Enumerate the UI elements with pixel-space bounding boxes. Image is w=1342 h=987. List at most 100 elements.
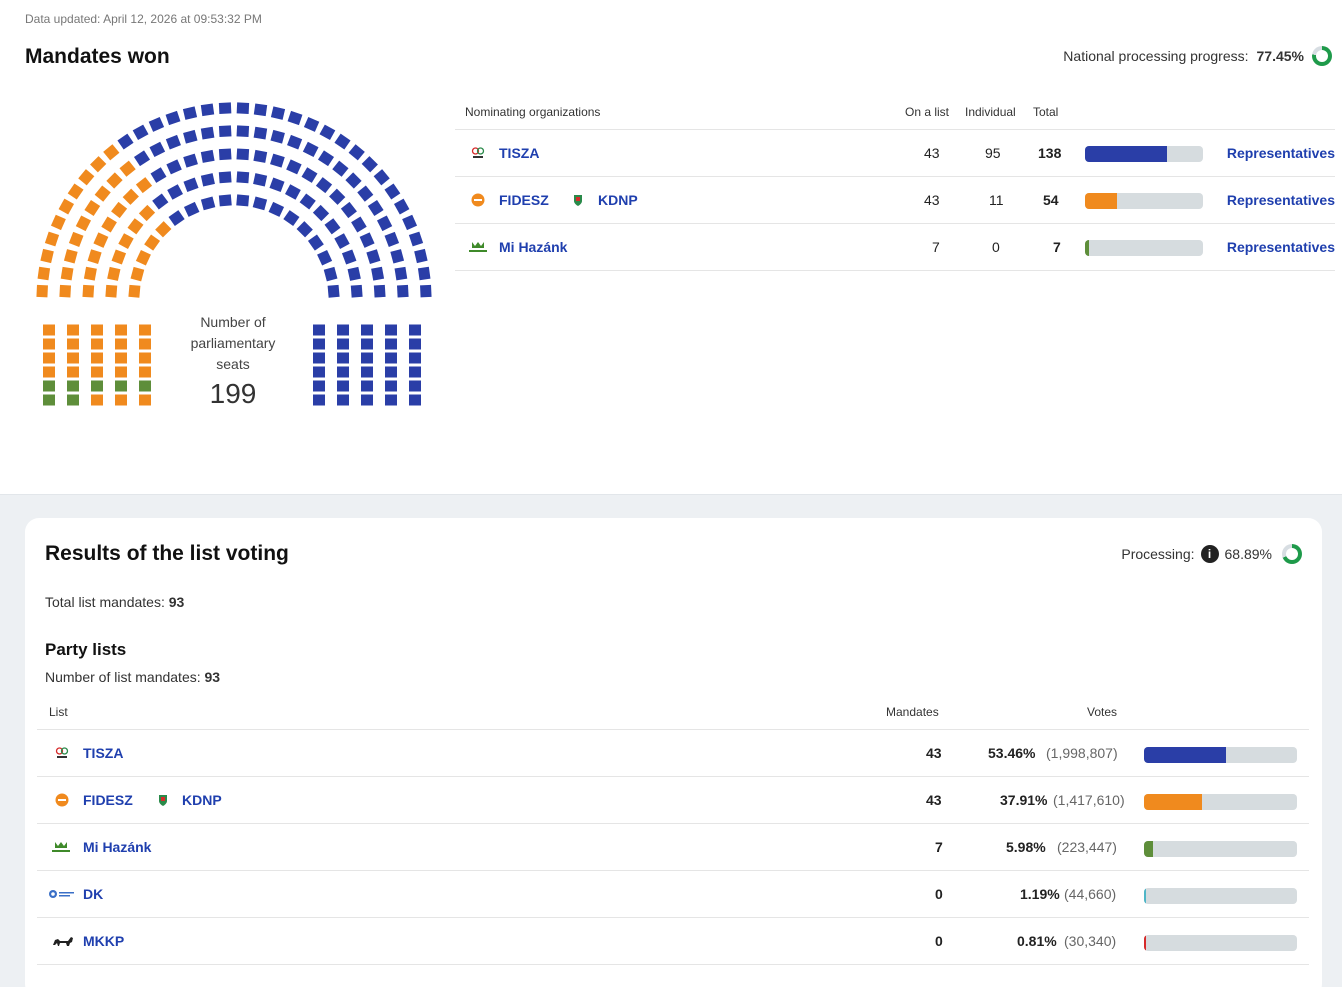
seat xyxy=(236,171,250,184)
mandates-row-tisza: TISZA 43 95 138 Representatives xyxy=(455,130,1335,177)
individual-value: 0 xyxy=(992,239,1000,255)
seat xyxy=(43,324,55,336)
vote-share-bar xyxy=(1144,888,1297,904)
seat xyxy=(166,159,182,175)
col-list: List xyxy=(49,705,68,719)
representatives-link[interactable]: Representatives xyxy=(1226,192,1335,208)
seat xyxy=(317,150,335,167)
seat xyxy=(115,380,127,392)
seat xyxy=(319,124,336,141)
seat xyxy=(315,177,333,194)
col-votes: Votes xyxy=(1087,705,1118,719)
seat xyxy=(150,167,167,183)
seat xyxy=(324,218,341,235)
party-link-mihazank[interactable]: Mi Hazánk xyxy=(83,839,152,855)
seat xyxy=(67,366,79,378)
seat xyxy=(334,133,351,150)
vote-pct: 1.19% xyxy=(1020,886,1060,902)
seat xyxy=(329,188,346,205)
seat xyxy=(270,106,286,120)
seat xyxy=(361,324,373,336)
party-link-fidesz[interactable]: FIDESZ xyxy=(499,192,549,208)
seat xyxy=(152,193,169,210)
share-bar xyxy=(1085,193,1203,209)
list-row-dk: DK 0 1.19% (44,660) xyxy=(37,871,1309,918)
seat xyxy=(37,266,51,281)
seat xyxy=(115,324,127,336)
seat xyxy=(313,338,325,350)
party-link-kdnp[interactable]: KDNP xyxy=(182,792,222,808)
seat xyxy=(236,194,250,207)
seat xyxy=(409,394,421,406)
seat xyxy=(82,284,95,298)
col-total: Total xyxy=(1033,105,1059,119)
party-link-tisza[interactable]: TISZA xyxy=(499,145,540,161)
vote-share-bar xyxy=(1144,747,1297,763)
col-org: Nominating organizations xyxy=(465,105,601,119)
seat xyxy=(68,231,84,247)
party-link-mkkp[interactable]: MKKP xyxy=(83,933,125,949)
representatives-link[interactable]: Representatives xyxy=(1226,145,1335,161)
seat xyxy=(60,266,74,281)
seat xyxy=(296,221,313,238)
party-lists-table: List Mandates Votes TISZA 43 53.46% (1,9… xyxy=(37,696,1309,965)
party-lists-title: Party lists xyxy=(45,640,127,659)
seat xyxy=(299,193,316,210)
vote-count: (30,340) xyxy=(1064,933,1117,949)
seat xyxy=(218,194,232,207)
seat xyxy=(323,266,338,282)
seat xyxy=(361,338,373,350)
seat xyxy=(385,394,397,406)
seat xyxy=(139,380,151,392)
seat xyxy=(127,218,144,235)
seat xyxy=(301,167,318,183)
seat xyxy=(43,352,55,364)
seat xyxy=(350,284,363,298)
party-link-tisza[interactable]: TISZA xyxy=(83,745,124,761)
vote-share-fill xyxy=(1144,935,1146,951)
seat xyxy=(218,148,232,161)
col-mandates: Mandates xyxy=(886,705,939,719)
representatives-link[interactable]: Representatives xyxy=(1226,239,1335,255)
seat xyxy=(93,232,109,248)
list-row-mkkp: MKKP 0 0.81% (30,340) xyxy=(37,918,1309,965)
seat xyxy=(200,196,216,211)
seat xyxy=(165,134,181,150)
seat xyxy=(253,126,268,140)
seat xyxy=(337,366,349,378)
seat xyxy=(106,172,123,189)
seat xyxy=(337,380,349,392)
seat xyxy=(367,199,384,217)
seat xyxy=(384,183,401,200)
seat xyxy=(414,248,428,264)
party-link-dk[interactable]: DK xyxy=(83,886,104,902)
mkkp-dog-logo-icon xyxy=(53,937,73,946)
seat xyxy=(307,234,324,251)
seat xyxy=(91,366,103,378)
vote-count: (1,417,610) xyxy=(1053,792,1125,808)
seat xyxy=(101,216,117,233)
party-link-kdnp[interactable]: KDNP xyxy=(598,192,638,208)
seat xyxy=(366,249,381,264)
seat xyxy=(361,380,373,392)
seat xyxy=(90,156,107,173)
list-row-fidesz: FIDESZ KDNP 43 37.91% (1,417,610) xyxy=(37,777,1309,824)
seat xyxy=(340,201,357,219)
party-link-fidesz[interactable]: FIDESZ xyxy=(83,792,133,808)
processing-label: Processing: xyxy=(1121,546,1195,562)
seat xyxy=(83,266,97,281)
seat xyxy=(270,129,285,144)
seat xyxy=(409,380,421,392)
seat xyxy=(165,110,181,126)
seat xyxy=(168,210,185,227)
seat xyxy=(119,160,136,177)
party-link-mihazank[interactable]: Mi Hazánk xyxy=(499,239,568,255)
tisza-logo-icon xyxy=(471,147,485,158)
seat xyxy=(138,204,156,222)
seat xyxy=(84,199,101,217)
info-icon[interactable]: i xyxy=(1200,545,1219,563)
total-label: Total list mandates: xyxy=(45,594,165,610)
parliament-seat-chart xyxy=(36,102,432,406)
seat xyxy=(182,106,198,120)
seat xyxy=(327,284,340,298)
